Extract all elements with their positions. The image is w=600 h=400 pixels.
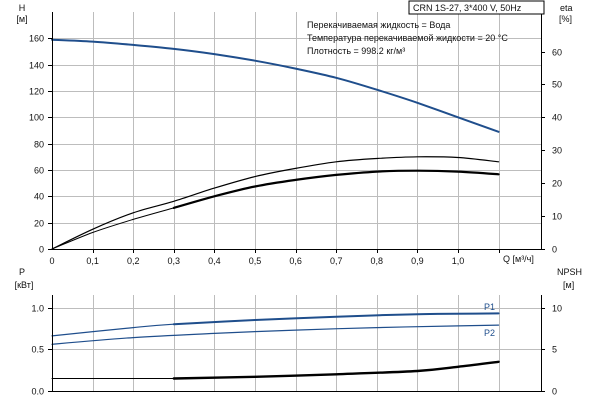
curve-eta-total-low: [51, 207, 175, 250]
curve-eta-pump: [51, 156, 500, 250]
chart-title-box: CRN 1S-27, 3*400 V, 50Hz: [408, 0, 545, 15]
x-axis-label: Q [м³/ч]: [503, 254, 534, 264]
left-y-tick-label: 160: [29, 34, 44, 44]
curve-npsh: [172, 360, 500, 380]
series-label-p1: P1: [484, 302, 495, 312]
right-y-tick-label: 40: [552, 113, 562, 123]
top-axes: [48, 12, 545, 253]
series-label-p2: P2: [484, 328, 495, 338]
left-y-tick-label: 80: [34, 140, 44, 150]
bottom-right-axis-label-2: [м]: [563, 280, 574, 290]
left-y-tick-label: 1.0: [31, 304, 44, 314]
curve-eta-total: [172, 169, 500, 209]
left-y-tick-label: 100: [29, 113, 44, 123]
info-line-temperature: Температура перекачиваемой жидкости = 20…: [307, 33, 508, 43]
right-y-tick-label: 5: [552, 345, 557, 355]
chart-title: CRN 1S-27, 3*400 V, 50Hz: [413, 3, 522, 13]
left-y-tick-label: 0.5: [31, 345, 44, 355]
x-tick-label: 0,1: [86, 256, 99, 266]
bottom-chart: 0.0 0.5 1.0 0 5 10 P [кВт] NPSH [м] P1 P2: [15, 267, 582, 397]
x-tick-label: 0,6: [289, 256, 302, 266]
left-y-tick-label: 0.0: [31, 387, 44, 397]
bottom-left-axis-label-2: [кВт]: [15, 280, 34, 290]
top-left-axis-label-2: [м]: [16, 14, 27, 24]
left-y-tick-label: 120: [29, 87, 44, 97]
top-right-axis-label-1: eta: [560, 3, 573, 13]
bottom-left-axis-label-1: P: [19, 267, 25, 277]
right-y-tick-label: 20: [552, 179, 562, 189]
x-tick-label: 1,0: [452, 256, 465, 266]
curve-p2: [51, 324, 500, 345]
right-y-tick-label: 10: [552, 212, 562, 222]
x-tick-label: 0,7: [330, 256, 343, 266]
x-tick-label: 0,9: [411, 256, 424, 266]
curve-p1-bold: [172, 312, 500, 326]
info-line-density: Плотность = 998.2 кг/м³: [307, 46, 405, 56]
right-y-tick-label: 30: [552, 146, 562, 156]
bottom-grid: [52, 295, 541, 391]
curve-h: [51, 38, 500, 133]
info-line-fluid: Перекачиваемая жидкость = Вода: [307, 20, 450, 30]
x-tick-label: 0,2: [127, 256, 140, 266]
curve-p1: [51, 312, 500, 337]
x-tick-label: 0,4: [208, 256, 221, 266]
left-y-tick-label: 20: [34, 219, 44, 229]
right-y-tick-label: 10: [552, 304, 562, 314]
x-tick-label: 0: [49, 256, 54, 266]
left-y-tick-label: 40: [34, 192, 44, 202]
bottom-curves: [51, 312, 500, 380]
title-box-border: [408, 0, 545, 15]
left-y-tick-label: 0: [39, 245, 44, 255]
top-right-axis-label-2: [%]: [559, 14, 572, 24]
right-y-tick-label: 0: [552, 245, 557, 255]
top-left-axis-label-1: H: [19, 3, 26, 13]
bottom-axes: [48, 295, 545, 392]
x-tick-label: 0,5: [249, 256, 262, 266]
x-tick-label: 0,3: [168, 256, 181, 266]
top-chart: 0 20 40 60 80 100 120 140 160 0 10 20 30 40 50 60 0 0,1 0,…: [16, 0, 573, 267]
right-y-tick-label: 60: [552, 48, 562, 58]
top-tick-labels: 0 20 40 60 80 100 120 140 160 0 10 20 30 40 50 60 0 0,1 0,…: [29, 34, 562, 267]
left-y-tick-label: 140: [29, 61, 44, 71]
right-y-tick-label: 0: [552, 387, 557, 397]
right-y-tick-label: 50: [552, 80, 562, 90]
x-tick-label: 0,8: [371, 256, 384, 266]
bottom-right-axis-label-1: NPSH: [557, 267, 582, 277]
top-curves: [51, 38, 500, 250]
left-y-tick-label: 60: [34, 166, 44, 176]
top-grid: [52, 12, 541, 249]
bottom-tick-labels: 0.0 0.5 1.0 0 5 10: [31, 304, 562, 397]
